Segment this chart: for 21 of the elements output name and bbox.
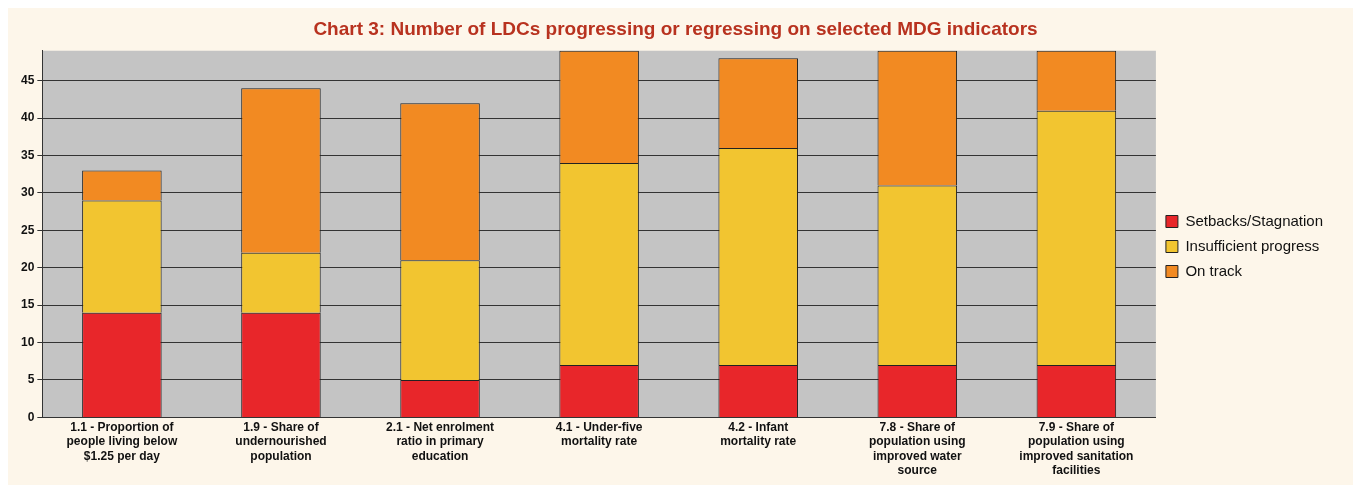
chart-title: Chart 3: Number of LDCs progressing or regressing on selected MDG indicators bbox=[313, 17, 1038, 39]
x-tick-label: 4.2 - Infant mortality rate bbox=[720, 419, 797, 449]
x-tick-label: 7.8 - Share of population using improved water source bbox=[868, 419, 966, 478]
x-tick-label: 1.9 - Share of undernourished population bbox=[235, 419, 327, 463]
legend-label: Insufficient progress bbox=[1185, 236, 1320, 254]
legend-label: On track bbox=[1185, 261, 1243, 279]
x-tick-label: 4.1 - Under-five mortality rate bbox=[555, 419, 643, 449]
y-tick-label: 25 bbox=[20, 222, 35, 237]
y-tick-label: 5 bbox=[27, 372, 35, 387]
x-tick-label: 2.1 - Net enrolment ratio in primary education bbox=[386, 419, 495, 463]
y-tick-label: 20 bbox=[20, 260, 35, 275]
y-tick-label: 10 bbox=[20, 334, 35, 349]
y-tick-label: 15 bbox=[20, 297, 35, 312]
y-tick-label: 0 bbox=[27, 409, 35, 424]
y-tick-label: 30 bbox=[20, 185, 35, 200]
x-tick-label: 7.9 - Share of population using improved sanitation facilities bbox=[1019, 419, 1134, 478]
y-tick-label: 35 bbox=[20, 147, 35, 162]
y-tick-label: 40 bbox=[20, 110, 35, 125]
legend-label: Setbacks/Stagnation bbox=[1185, 211, 1323, 229]
x-tick-label: 1.1 - Proportion of people living below $1.25 per day bbox=[66, 419, 178, 463]
y-tick-label: 45 bbox=[20, 73, 35, 88]
